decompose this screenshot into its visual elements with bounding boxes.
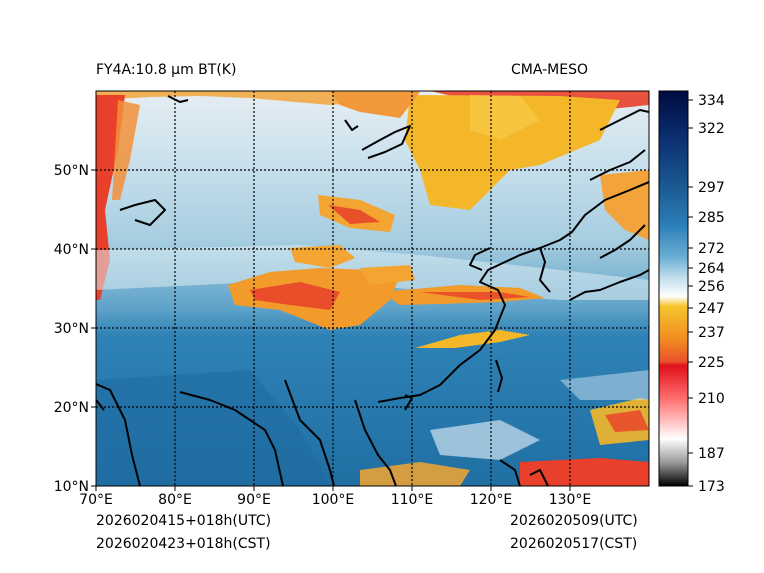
brightness-temperature-field — [96, 91, 649, 486]
colorbar-tick: 247 — [688, 301, 725, 317]
colorbar-tick-label: 237 — [698, 325, 725, 341]
product-title: FY4A:10.8 µm BT(K) — [96, 62, 237, 78]
lat-tick-label: 40°N — [54, 242, 89, 258]
colorbar-tick: 173 — [688, 479, 725, 495]
colorbar-tick-label: 264 — [698, 261, 725, 277]
lat-tick-label: 30°N — [54, 321, 89, 337]
lon-tick-label: 130°E — [549, 492, 592, 508]
colorbar-tick-label: 210 — [698, 391, 725, 407]
colorbar-tick: 285 — [688, 210, 725, 226]
lon-tick-label: 120°E — [470, 492, 513, 508]
init-time-cst: 2026020423+018h(CST) — [96, 536, 271, 552]
graticule — [96, 91, 649, 486]
lon-tick-label: 90°E — [237, 492, 271, 508]
lat-tick-label: 50°N — [54, 163, 89, 179]
colorbar-tick: 334 — [688, 93, 725, 109]
colorbar-tick: 272 — [688, 241, 725, 257]
colorbar-gradient — [658, 90, 689, 487]
colorbar: 334 322 297 285 272 264 256 247 237 225 … — [658, 90, 725, 495]
colorbar-tick: 322 — [688, 121, 725, 137]
colorbar-ticks: 334 322 297 285 272 264 256 247 237 225 … — [688, 93, 725, 495]
valid-time-cst: 2026020517(CST) — [510, 536, 638, 552]
lon-tick-label: 110°E — [391, 492, 434, 508]
colorbar-tick-label: 256 — [698, 279, 725, 295]
colorbar-tick-label: 225 — [698, 355, 725, 371]
source-label: CMA-MESO — [511, 62, 589, 78]
colorbar-tick: 187 — [688, 446, 725, 462]
lon-tick-label: 80°E — [158, 492, 192, 508]
colorbar-tick-label: 173 — [698, 479, 725, 495]
lon-tick-label: 100°E — [312, 492, 355, 508]
colorbar-tick: 297 — [688, 180, 725, 196]
colorbar-tick: 264 — [688, 261, 725, 277]
valid-time-utc: 2026020509(UTC) — [510, 513, 638, 529]
colorbar-tick: 225 — [688, 355, 725, 371]
colorbar-tick: 210 — [688, 391, 725, 407]
colorbar-tick-label: 297 — [698, 180, 725, 196]
colorbar-tick-label: 272 — [698, 241, 725, 257]
colorbar-tick: 237 — [688, 325, 725, 341]
lon-tick-label: 70°E — [79, 492, 113, 508]
colorbar-tick-label: 322 — [698, 121, 725, 137]
init-time-utc: 2026020415+018h(UTC) — [96, 513, 272, 529]
axis-ticks — [91, 169, 571, 491]
map-frame — [95, 90, 650, 487]
colorbar-tick-label: 334 — [698, 93, 725, 109]
colorbar-tick-label: 285 — [698, 210, 725, 226]
coastlines — [96, 95, 649, 486]
colorbar-tick-label: 187 — [698, 446, 725, 462]
lat-tick-label: 10°N — [54, 479, 89, 495]
colorbar-tick-label: 247 — [698, 301, 725, 317]
colorbar-tick: 256 — [688, 279, 725, 295]
lat-tick-label: 20°N — [54, 400, 89, 416]
